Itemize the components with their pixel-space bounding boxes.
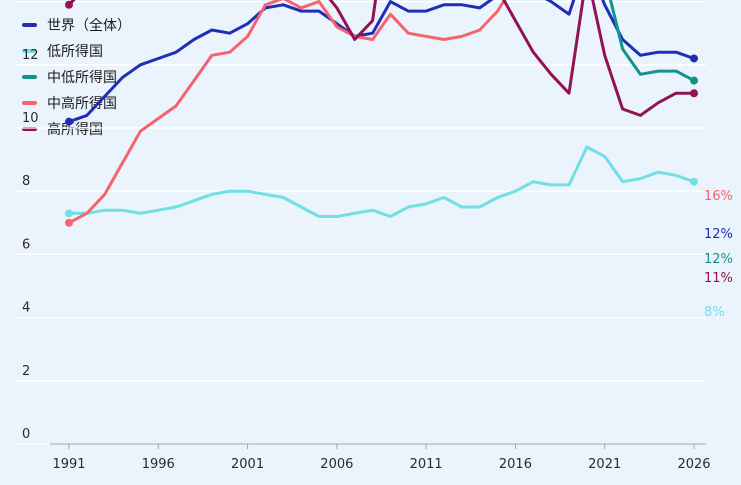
series-end-label: 8% [704,305,725,320]
series-line [67,0,507,225]
legend-label: 高所得国 [47,122,103,138]
legend-label: 低所得国 [47,44,103,60]
x-tick-label: 2021 [588,457,621,472]
series-start-point [65,209,73,218]
legend-swatch [22,23,37,27]
legend: 世界（全体） 低所得国 中低所得国 中高所得国 高所得国 [22,12,131,142]
series-end-label: 16% [704,189,733,204]
gridlines [16,0,706,445]
series-end-point [690,89,698,98]
series-start-point [65,117,73,126]
y-tick-label: 6 [22,237,30,252]
legend-swatch [22,127,37,131]
legend-label: 世界（全体） [47,18,131,34]
series-line [67,145,696,218]
x-tick-label: 1996 [142,457,175,472]
series-end-label: 12% [704,227,733,242]
series-end-point [690,54,698,63]
x-tick-label: 2016 [499,457,532,472]
legend-swatch [22,101,37,105]
y-tick-label: 4 [22,301,30,316]
series-end-label: 11% [704,271,733,286]
series-start-point [65,0,73,9]
x-tick-label: 2011 [410,457,443,472]
x-axis: 1991 1996 2001 2006 2011 2016 2021 2026 [50,443,711,472]
y-tick-label: 10 [22,111,39,126]
x-tick-label: 2006 [320,457,353,472]
legend-swatch [22,49,37,53]
legend-item-world[interactable]: 世界（全体） [22,12,131,38]
legend-label: 中低所得国 [47,70,117,86]
series-line [67,0,696,124]
y-axis: 0246810121416% [22,48,39,442]
x-tick-label: 1991 [52,457,85,472]
legend-item-low-income[interactable]: 低所得国 [22,38,131,64]
y-tick-label: 12 [22,48,39,63]
y-tick-label: 2 [22,364,30,379]
series-start-point [65,218,73,227]
y-tick-label: 8 [22,174,30,189]
legend-item-high-income[interactable]: 高所得国 [22,116,131,142]
series-end-point [690,177,698,186]
x-tick-label: 2026 [677,457,710,472]
y-tick-label: 0 [22,427,30,442]
legend-swatch [22,75,37,79]
end-labels: 12% 8% 12% 16% 11% [704,189,733,320]
legend-item-lower-middle-income[interactable]: 中低所得国 [22,64,131,90]
series-end-label: 12% [704,252,733,267]
series-end-point [690,76,698,85]
series-lines [65,0,698,227]
x-tick-label: 2001 [231,457,264,472]
